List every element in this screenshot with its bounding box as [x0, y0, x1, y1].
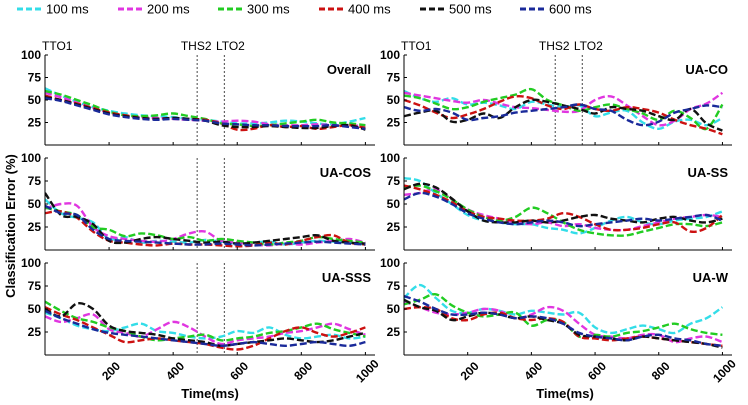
series-line-100-ms [404, 283, 724, 335]
series-line-600-ms [404, 191, 723, 228]
y-tick-label: 25 [387, 116, 401, 130]
y-tick-label: 50 [387, 197, 401, 211]
y-tick-label: 100 [380, 256, 400, 270]
series-line-300-ms [404, 87, 724, 131]
panel-ua-w: 25 50 75 100 200 400 600 800 1000 UA-W [380, 256, 739, 385]
y-tick-label: 75 [387, 174, 401, 188]
series-line-600-ms [45, 97, 366, 130]
y-tick-label: 75 [387, 71, 401, 85]
y-tick-label: 25 [28, 220, 42, 234]
y-tick-label: 25 [387, 325, 401, 339]
y-tick-label: 100 [380, 151, 400, 165]
series-line-500-ms [404, 98, 723, 132]
panel-overall: 25 50 75 100 Overall TTO1 THS2 LTO2 [21, 39, 375, 146]
panel-ua-cos: 25 50 75 100 UA-COS [21, 151, 375, 251]
panel-title: Overall [327, 62, 371, 77]
series-line-100-ms [45, 311, 366, 340]
series-line-100-ms [404, 177, 723, 235]
panel-ua-ss: 25 50 75 100 UA-SS [380, 151, 732, 251]
y-tick-label: 50 [28, 302, 42, 316]
series-line-200-ms [45, 312, 366, 346]
x-tick-label: 1000 [710, 356, 739, 385]
x-tick-label: 200 [458, 359, 482, 383]
x-axis-label-left: Time(ms) [181, 386, 239, 401]
y-tick-label: 25 [28, 325, 42, 339]
legend-label-4: 400 ms [348, 2, 391, 17]
series-line-300-ms [45, 300, 366, 342]
y-tick-label: 100 [21, 48, 41, 62]
x-tick-label: 200 [99, 359, 123, 383]
x-tick-label: 800 [649, 359, 673, 383]
y-tick-label: 50 [387, 302, 401, 316]
series-line-400-ms [45, 306, 366, 351]
series-line-300-ms [404, 184, 723, 237]
x-tick-label: 1000 [353, 356, 382, 385]
y-tick-label: 75 [28, 71, 42, 85]
y-tick-label: 75 [387, 279, 401, 293]
series-line-100-ms [45, 198, 366, 246]
x-tick-label: 600 [227, 359, 251, 383]
panel-title: UA-SS [688, 165, 729, 180]
y-tick-label: 50 [387, 93, 401, 107]
y-tick-label: 25 [28, 116, 42, 130]
event-label-tto1: TTO1 [42, 39, 73, 53]
panel-title: UA-W [693, 270, 729, 285]
series-line-200-ms [45, 202, 366, 247]
panel-ua-sss: 25 50 75 100 200 400 600 800 1000 UA-SSS [21, 256, 382, 385]
y-tick-label: 50 [28, 93, 42, 107]
event-label-lto2: LTO2 [216, 39, 245, 53]
series-line-500-ms [45, 192, 366, 245]
panel-title: UA-CO [685, 62, 728, 77]
y-tick-label: 50 [28, 197, 42, 211]
legend-label-5: 500 ms [449, 2, 492, 17]
legend-label-2: 200 ms [147, 2, 190, 17]
series-line-200-ms [404, 187, 723, 232]
y-tick-label: 100 [21, 151, 41, 165]
event-label-tto1: TTO1 [401, 39, 432, 53]
series-line-400-ms [404, 184, 724, 234]
series-line-600-ms [45, 204, 366, 247]
series-line-500-ms [404, 182, 723, 224]
legend-label-3: 300 ms [247, 2, 290, 17]
x-tick-label: 400 [521, 359, 545, 383]
legend-label-1: 100 ms [46, 2, 89, 17]
series-line-600-ms [45, 309, 366, 348]
y-tick-label: 75 [28, 174, 42, 188]
series-line-400-ms [45, 210, 366, 248]
series-line-200-ms [404, 91, 724, 127]
x-tick-label: 600 [585, 359, 609, 383]
series-line-600-ms [404, 103, 723, 127]
series-line-300-ms [45, 206, 366, 246]
series-line-400-ms [404, 305, 723, 347]
y-axis-label: Classification Error (%) [3, 154, 18, 298]
panel-ua-co: 25 50 75 100 UA-CO TTO1 THS2 LTO2 [380, 39, 732, 146]
series-line-600-ms [404, 294, 723, 347]
x-tick-label: 800 [291, 359, 315, 383]
x-tick-label: 400 [163, 359, 187, 383]
y-tick-label: 25 [387, 220, 401, 234]
y-tick-label: 75 [28, 279, 42, 293]
event-label-ths2: THS2 [181, 39, 212, 53]
y-tick-label: 100 [21, 256, 41, 270]
x-axis-label-right: Time(ms) [536, 386, 594, 401]
panel-title: UA-SSS [322, 270, 371, 285]
legend: 100 ms 200 ms 300 ms 400 ms 500 ms 600 ms [17, 2, 592, 17]
event-label-lto2: LTO2 [574, 39, 603, 53]
event-label-ths2: THS2 [539, 39, 570, 53]
panels: 25 50 75 100 Overall TTO1 THS2 LTO2 25 50 75 100 UA-… [21, 39, 739, 385]
legend-label-6: 600 ms [549, 2, 592, 17]
series-line-400-ms [404, 95, 723, 136]
panel-title: UA-COS [320, 165, 372, 180]
y-tick-label: 100 [380, 48, 400, 62]
